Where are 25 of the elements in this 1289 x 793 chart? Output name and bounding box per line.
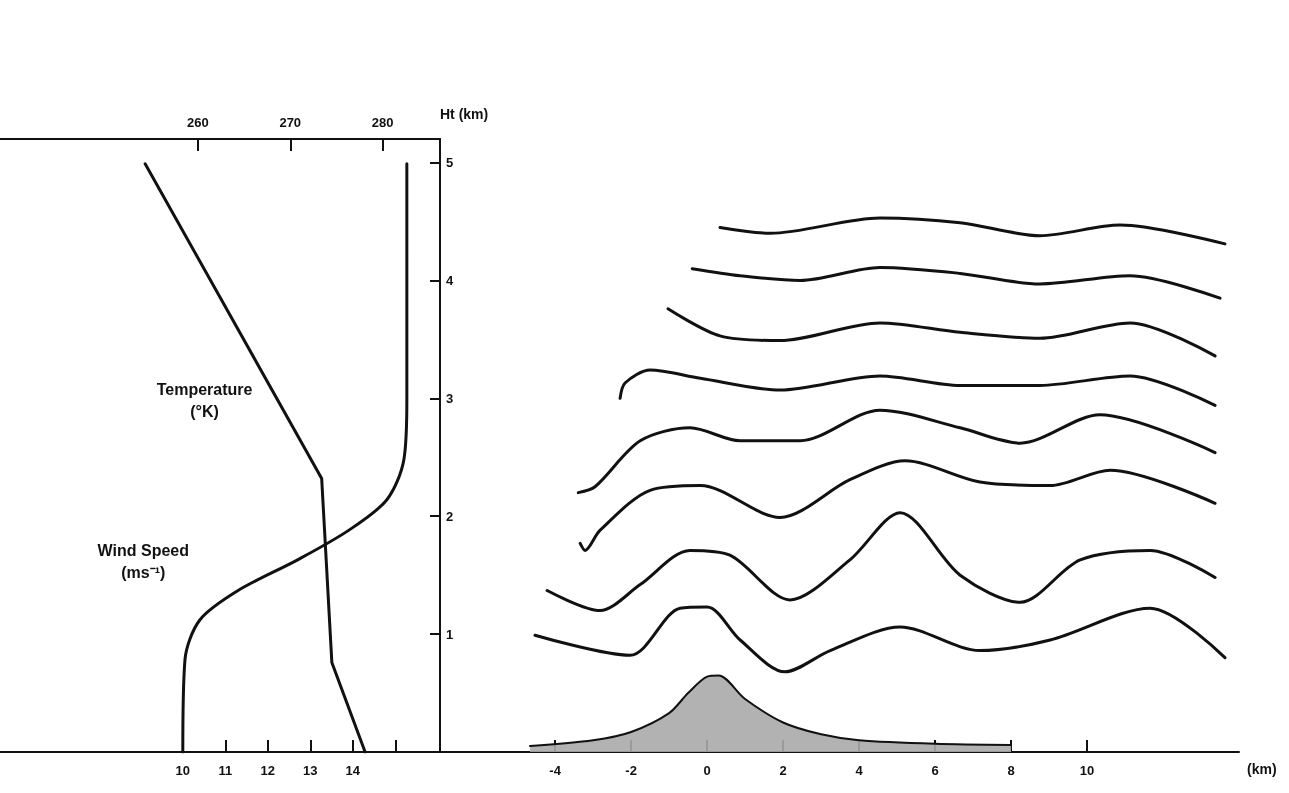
x-axis-title: (km): [1247, 761, 1277, 777]
x-tick-label: 10: [1079, 763, 1095, 778]
y-tick-label: 3: [446, 390, 454, 406]
y-axis-title: Ht (km): [440, 106, 489, 122]
x-tick-label: 4: [855, 763, 864, 778]
y-tick-label: 5: [446, 155, 454, 171]
x2-tick-label: 260: [186, 115, 209, 130]
x-tick-label: 6: [931, 763, 939, 778]
x2-tick-label: 270: [279, 115, 302, 130]
x-tick-label: -4: [549, 763, 562, 778]
x-tick-label: 11: [218, 763, 233, 778]
x-tick-label: -2: [625, 763, 637, 778]
series-label: Temperature (°K): [156, 381, 253, 421]
y-tick-label: 2: [446, 508, 454, 524]
x-tick-label: 10: [175, 763, 191, 778]
x-tick-label: 14: [345, 763, 361, 778]
y-tick-label: 4: [446, 272, 454, 288]
y-tick-label: 1: [446, 626, 454, 642]
x-tick-label: 2: [779, 763, 787, 778]
text: Wind Speed (ms⁻¹): [97, 542, 189, 582]
x2-tick-label: 280: [371, 115, 394, 130]
x-tick-label: 13: [303, 763, 318, 778]
x-tick-label: 8: [1007, 763, 1015, 778]
x-tick-label: 0: [703, 763, 711, 778]
x-tick-label: 12: [260, 763, 276, 778]
